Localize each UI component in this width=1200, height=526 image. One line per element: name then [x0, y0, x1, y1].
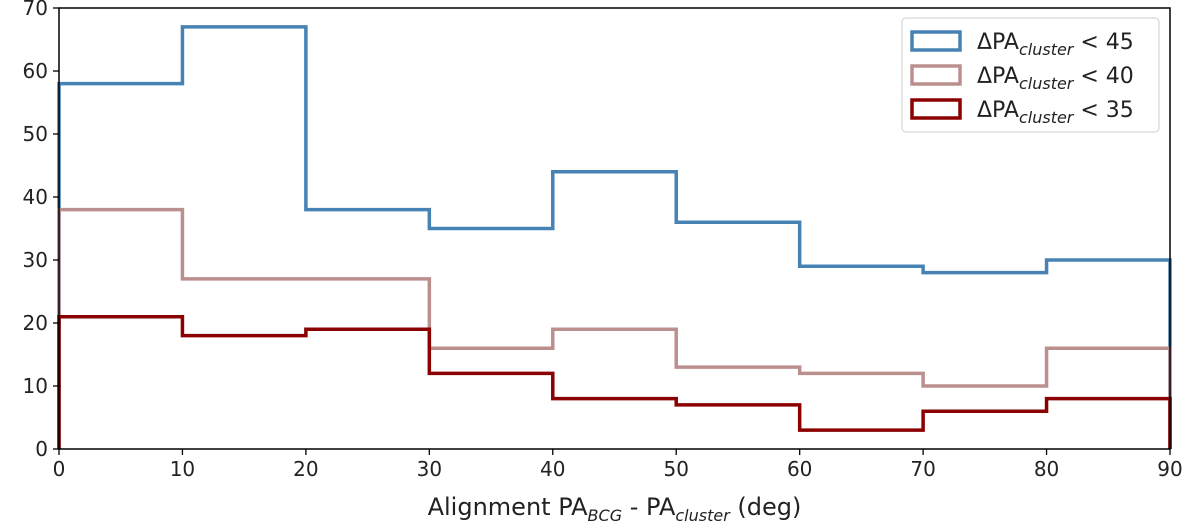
x-tick-label: 50 [663, 457, 688, 481]
x-tick-label: 60 [787, 457, 812, 481]
y-tick-label: 20 [23, 311, 48, 335]
x-tick-label: 0 [53, 457, 66, 481]
legend-box [901, 17, 1160, 133]
y-tick-label: 40 [23, 185, 48, 209]
series-line-3 [57, 314, 1172, 449]
x-tick-label: 40 [540, 457, 565, 481]
plot-frame [58, 7, 1171, 450]
legend-label-2: ΔPAcluster < 40 [977, 64, 1134, 93]
y-tick-label: 0 [35, 437, 48, 461]
legend-swatch-2 [910, 64, 962, 86]
y-tick-label: 70 [23, 0, 48, 20]
x-axis: 0 10 20 30 40 50 60 70 80 90 [53, 449, 1183, 481]
legend: ΔPAcluster < 45 ΔPAcluster < 40 ΔPAcluster… [901, 17, 1160, 133]
series-line-1 [57, 25, 1172, 449]
legend-swatch-1 [910, 30, 962, 52]
x-tick-label: 70 [910, 457, 935, 481]
x-tick-label: 90 [1157, 457, 1182, 481]
series-line-2 [57, 207, 1172, 449]
y-tick-label: 30 [23, 248, 48, 272]
legend-label-1: ΔPAcluster < 45 [977, 30, 1134, 59]
y-tick-label: 10 [23, 374, 48, 398]
x-tick-label: 30 [417, 457, 442, 481]
series-group [57, 25, 1172, 449]
y-tick-label: 50 [23, 122, 48, 146]
x-axis-label: Alignment PABCG - PAcluster (deg) [428, 493, 802, 525]
legend-swatch-3 [910, 98, 962, 120]
x-tick-label: 20 [293, 457, 318, 481]
y-axis: 0 10 20 30 40 50 60 70 [23, 0, 59, 461]
y-tick-label: 60 [23, 59, 48, 83]
legend-label-3: ΔPAcluster < 35 [977, 98, 1134, 127]
x-tick-label: 80 [1034, 457, 1059, 481]
x-tick-label: 10 [170, 457, 195, 481]
